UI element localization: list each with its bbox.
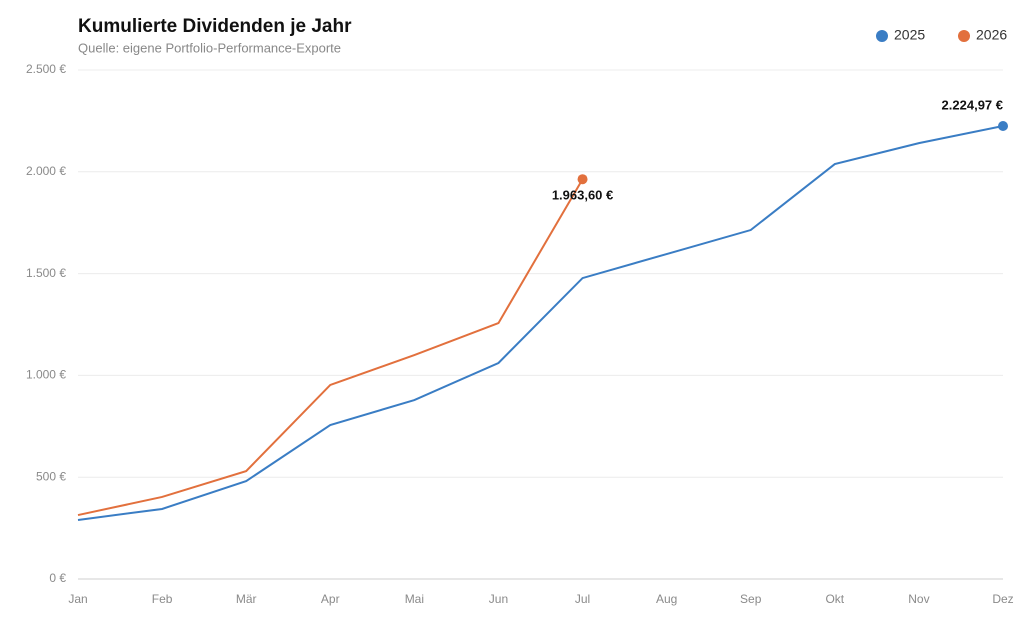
y-tick-label: 2.500 € [26, 62, 66, 76]
value-label: 1.963,60 € [552, 188, 613, 203]
chart-subtitle: Quelle: eigene Portfolio-Performance-Exp… [78, 40, 341, 55]
end-point [998, 120, 1008, 131]
x-tick-label: Jun [489, 592, 508, 606]
legend-marker [958, 30, 970, 42]
x-tick-label: Apr [321, 592, 340, 606]
x-tick-label: Dez [992, 592, 1013, 606]
x-tick-label: Okt [825, 592, 844, 606]
x-tick-label: Feb [152, 592, 173, 606]
y-tick-label: 2.000 € [26, 164, 66, 178]
legend-label: 2026 [976, 27, 1007, 43]
x-tick-label: Mai [405, 592, 424, 606]
legend-marker [876, 30, 888, 42]
series-line [77, 178, 584, 517]
x-tick-label: Jul [575, 592, 590, 606]
series-line [77, 125, 1004, 521]
y-tick-label: 0 € [49, 571, 66, 585]
y-tick-label: 1.000 € [26, 368, 66, 382]
x-tick-label: Mär [236, 592, 257, 606]
y-tick-label: 500 € [36, 469, 66, 483]
x-tick-label: Sep [740, 592, 762, 606]
x-tick-label: Aug [656, 592, 677, 606]
legend-label: 2025 [894, 27, 925, 43]
end-point [577, 174, 588, 185]
x-tick-label: Jan [68, 592, 87, 606]
x-tick-label: Nov [908, 592, 929, 606]
value-label: 2.224,97 € [942, 97, 1003, 112]
chart-title: Kumulierte Dividenden je Jahr [78, 16, 352, 37]
y-tick-label: 1.500 € [26, 266, 66, 280]
